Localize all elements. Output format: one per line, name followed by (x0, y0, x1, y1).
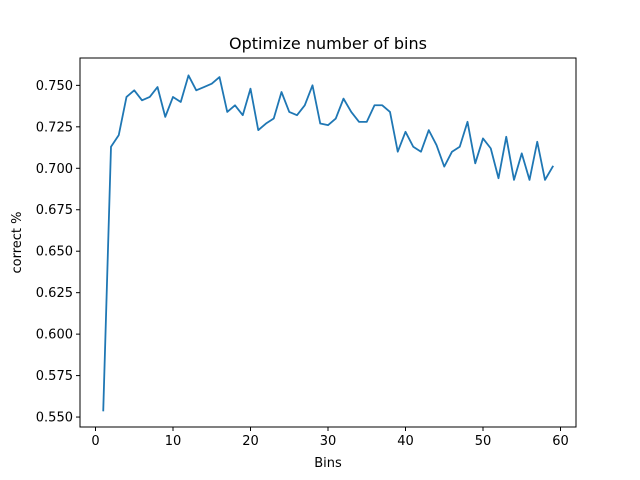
y-tick-label: 0.575 (36, 369, 73, 384)
y-tick-label: 0.675 (36, 203, 73, 218)
y-tick-label: 0.550 (36, 411, 73, 426)
x-tick-label: 30 (320, 434, 337, 449)
x-tick-label: 50 (475, 434, 492, 449)
y-tick-label: 0.625 (36, 286, 73, 301)
y-tick-label: 0.600 (36, 328, 73, 343)
axis-ticks: 0 10 20 30 40 50 60 0.550 0.575 0.600 0.625 0.650 0.… (36, 79, 569, 449)
chart-title: Optimize number of bins (229, 34, 427, 53)
y-tick-label: 0.650 (36, 245, 73, 260)
y-tick-label: 0.700 (36, 162, 73, 177)
y-axis-label: correct % (10, 211, 25, 273)
x-axis-label: Bins (314, 456, 342, 471)
x-tick-label: 60 (552, 434, 569, 449)
x-tick-label: 10 (165, 434, 182, 449)
series-line (102, 74, 554, 412)
y-tick-label: 0.725 (36, 120, 73, 135)
plot-frame (79, 57, 577, 428)
x-tick-label: 40 (397, 434, 414, 449)
x-tick-label: 0 (91, 434, 99, 449)
x-tick-label: 20 (242, 434, 259, 449)
y-tick-label: 0.750 (36, 79, 73, 94)
